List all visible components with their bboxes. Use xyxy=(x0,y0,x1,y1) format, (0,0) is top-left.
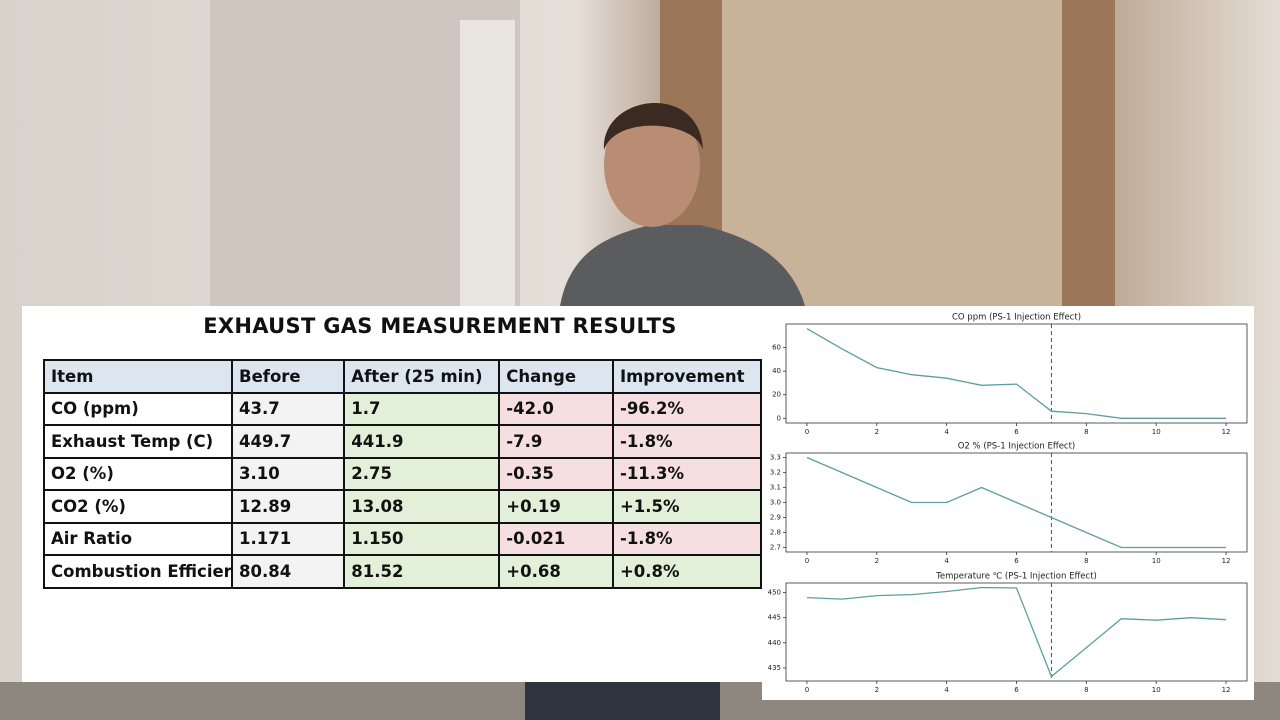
x-tick-label: 4 xyxy=(944,428,949,436)
table-row: Exhaust Temp (C) 449.7 441.9 -7.9 -1.8% xyxy=(43,424,762,459)
x-tick-label: 8 xyxy=(1084,686,1088,694)
data-line xyxy=(806,586,1227,678)
table-cell: -0.021 xyxy=(498,521,614,556)
table-cell: Exhaust Temp (C) xyxy=(43,424,233,459)
table-cell: 80.84 xyxy=(230,554,346,589)
x-tick-label: 0 xyxy=(805,686,809,694)
y-tick-label: 435 xyxy=(768,664,781,672)
y-tick-label: 3.0 xyxy=(770,499,781,507)
table-title: EXHAUST GAS MEASUREMENT RESULTS xyxy=(203,314,677,338)
y-tick-label: 0 xyxy=(777,414,781,422)
data-line xyxy=(806,456,1226,549)
table-row: CO2 (%) 12.89 13.08 +0.19 +1.5% xyxy=(43,489,762,524)
x-tick-label: 6 xyxy=(1014,557,1019,565)
table-cell: 1.150 xyxy=(343,521,501,556)
y-tick-label: 2.9 xyxy=(770,514,781,522)
x-tick-label: 6 xyxy=(1014,428,1019,436)
table-cell: +1.5% xyxy=(611,489,762,524)
y-tick-label: 3.3 xyxy=(770,454,781,462)
x-tick-label: 4 xyxy=(944,686,949,694)
table-cell: -1.8% xyxy=(611,424,762,459)
y-tick-label: 445 xyxy=(768,614,781,622)
table-cell: 1.7 xyxy=(343,391,501,426)
table-cell: Combustion Efficier xyxy=(43,554,233,589)
table-cell: 2.75 xyxy=(343,456,501,491)
plot-frame xyxy=(785,323,1248,424)
table-cell: +0.68 xyxy=(498,554,614,589)
table-cell: 441.9 xyxy=(343,424,501,459)
door-glass xyxy=(460,20,515,306)
table-cell: +0.19 xyxy=(498,489,614,524)
header-row: Item Before After (25 min) Change Improvemen… xyxy=(43,359,762,394)
table-row: O2 (%) 3.10 2.75 -0.35 -11.3% xyxy=(43,456,762,491)
x-tick-label: 10 xyxy=(1152,686,1161,694)
table-cell: 12.89 xyxy=(230,489,346,524)
y-tick-label: 3.1 xyxy=(770,484,781,492)
table-row: CO (ppm) 43.7 1.7 -42.0 -96.2% xyxy=(43,391,762,426)
table-cell: 13.08 xyxy=(343,489,501,524)
x-tick-label: 12 xyxy=(1222,557,1231,565)
table-cell: -11.3% xyxy=(611,456,762,491)
y-tick-label: 40 xyxy=(772,367,781,375)
chart-title: CO ppm (PS-1 Injection Effect) xyxy=(952,313,1081,323)
table-cell: -0.35 xyxy=(498,456,614,491)
table-cell: Air Ratio xyxy=(43,521,233,556)
x-tick-label: 0 xyxy=(805,557,809,565)
table-cell: 449.7 xyxy=(230,424,346,459)
y-tick-label: 2.7 xyxy=(770,544,781,552)
header-cell: Improvement xyxy=(611,359,762,394)
header-cell: Before xyxy=(230,359,346,394)
table-cell: CO (ppm) xyxy=(43,391,233,426)
table-cell: -1.8% xyxy=(611,521,762,556)
y-tick-label: 450 xyxy=(768,589,781,597)
y-tick-label: 20 xyxy=(772,391,781,399)
results-table: Item Before After (25 min) Change Improvemen… xyxy=(43,359,762,589)
chart-title: Temperature ℃ (PS-1 Injection Effect) xyxy=(935,572,1097,582)
person-body xyxy=(560,225,805,306)
table-cell: +0.8% xyxy=(611,554,762,589)
table-cell: -42.0 xyxy=(498,391,614,426)
person-head xyxy=(604,103,700,227)
cabinet-glass xyxy=(722,0,1062,306)
person-hair xyxy=(603,102,703,150)
table-cell: 81.52 xyxy=(343,554,501,589)
table-panel: EXHAUST GAS MEASUREMENT RESULTS Item Befo… xyxy=(22,306,762,682)
chart-panel: CO ppm (PS-1 Injection Effect) 0 20 40 60 0 2 4… xyxy=(762,306,1254,700)
table-row: Combustion Efficier 80.84 81.52 +0.68 +0.8% xyxy=(43,554,762,589)
header-cell: After (25 min) xyxy=(343,359,501,394)
x-tick-label: 4 xyxy=(944,557,949,565)
header-cell: Change xyxy=(498,359,614,394)
x-tick-label: 10 xyxy=(1152,557,1161,565)
table-cell: 1.171 xyxy=(230,521,346,556)
x-tick-label: 12 xyxy=(1222,686,1231,694)
table-cell: -96.2% xyxy=(611,391,762,426)
person-legs xyxy=(525,682,720,720)
table-cell: -7.9 xyxy=(498,424,614,459)
x-tick-label: 2 xyxy=(875,428,879,436)
x-tick-label: 8 xyxy=(1084,557,1088,565)
table-row: Air Ratio 1.171 1.150 -0.021 -1.8% xyxy=(43,521,762,556)
y-tick-label: 2.8 xyxy=(770,529,781,537)
y-tick-label: 440 xyxy=(768,639,781,647)
y-tick-label: 3.2 xyxy=(770,469,781,477)
table-cell: CO2 (%) xyxy=(43,489,233,524)
x-tick-label: 12 xyxy=(1222,428,1231,436)
x-tick-label: 2 xyxy=(875,686,879,694)
data-line xyxy=(806,328,1226,419)
x-tick-label: 8 xyxy=(1084,428,1088,436)
table-cell: 3.10 xyxy=(230,456,346,491)
x-tick-label: 2 xyxy=(875,557,879,565)
y-tick-label: 60 xyxy=(772,344,781,352)
x-tick-label: 6 xyxy=(1014,686,1019,694)
header-cell: Item xyxy=(43,359,233,394)
x-tick-label: 0 xyxy=(805,428,809,436)
table-cell: O2 (%) xyxy=(43,456,233,491)
chart-title: O2 % (PS-1 Injection Effect) xyxy=(958,442,1076,452)
x-tick-label: 10 xyxy=(1152,428,1161,436)
table-cell: 43.7 xyxy=(230,391,346,426)
